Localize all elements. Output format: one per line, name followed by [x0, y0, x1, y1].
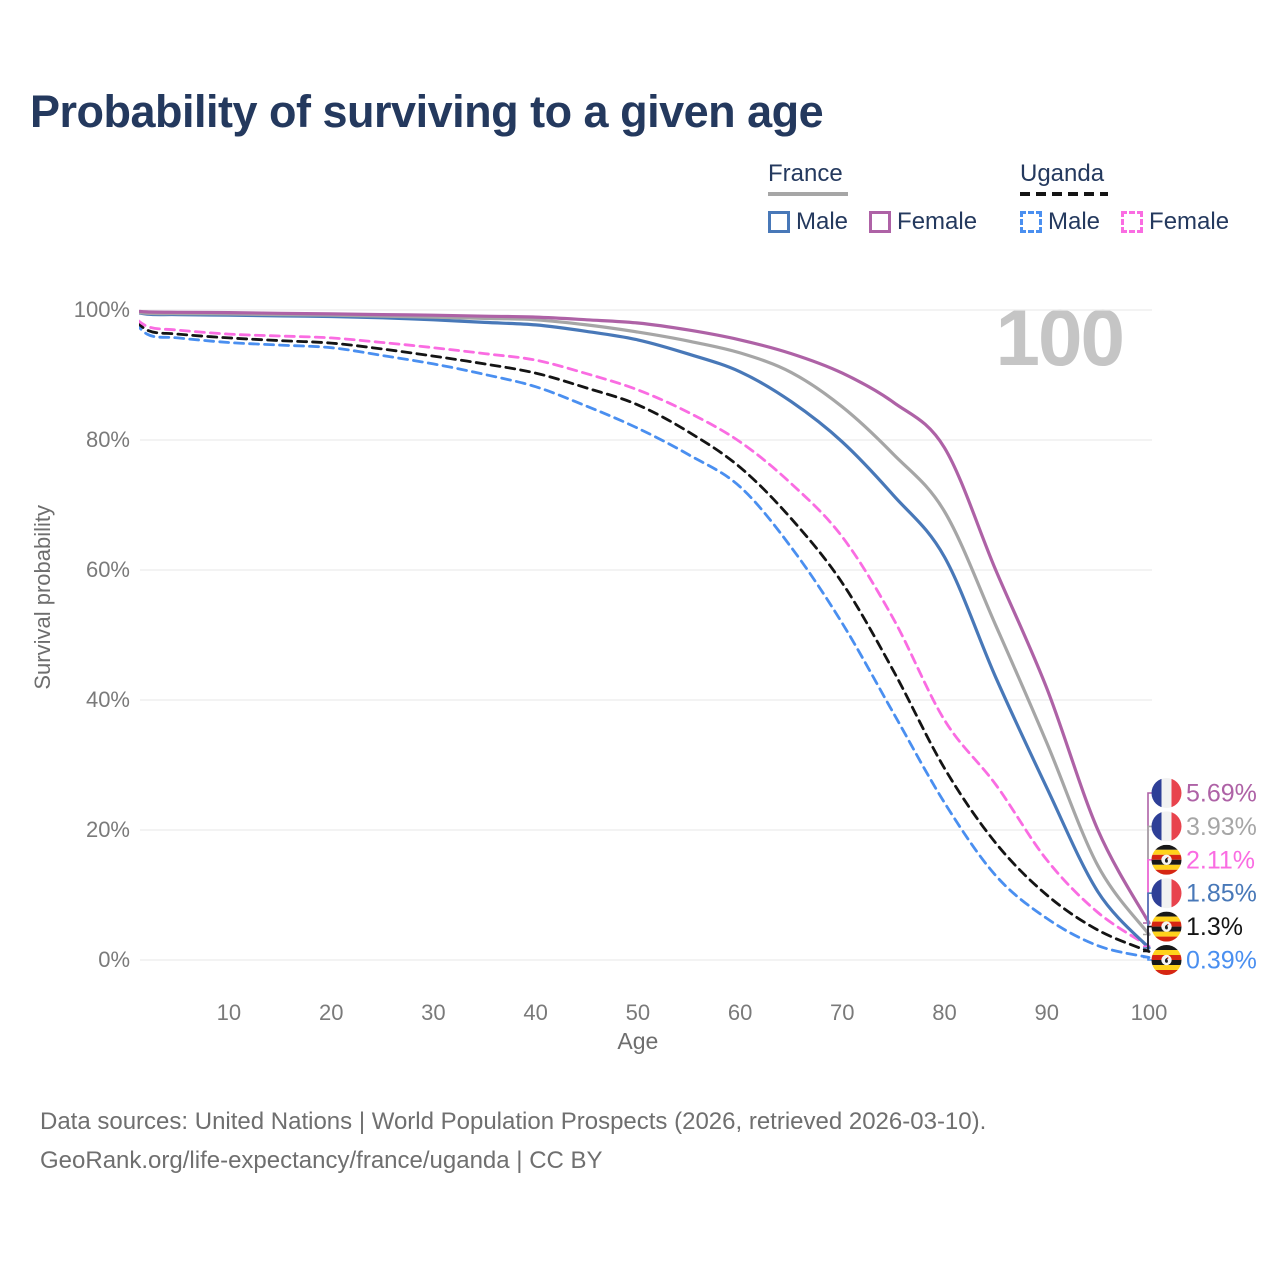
end-label-uganda-male: 0.39%: [1186, 947, 1257, 975]
end-label-uganda-female: 2.11%: [1186, 846, 1255, 874]
france-flag-icon: [1152, 811, 1182, 841]
y-tick-20: 20%: [86, 817, 130, 842]
legend-item-france-female[interactable]: Female: [869, 208, 977, 236]
x-tick-40: 40: [523, 1000, 547, 1025]
curve-uganda-male[interactable]: [127, 310, 1151, 959]
france-line-style-swatch: [768, 192, 848, 196]
hover-age-watermark: 100: [996, 298, 1125, 378]
uganda-line-style-swatch: [1020, 192, 1108, 196]
attribution-line: GeoRank.org/life-expectancy/france/ugand…: [40, 1147, 603, 1174]
data-sources-line: Data sources: United Nations | World Pop…: [40, 1108, 987, 1135]
legend-item-france-male[interactable]: Male: [768, 208, 848, 236]
uganda-flag-icon: [1152, 912, 1182, 942]
legend-item-label: Female: [897, 208, 978, 235]
curves-layer: [127, 309, 1151, 959]
x-tick-100: 100: [1131, 1000, 1168, 1025]
end-label-france-male: 1.85%: [1186, 880, 1257, 908]
end-label-connector-uganda-total: [1143, 925, 1152, 953]
x-tick-90: 90: [1035, 1000, 1059, 1025]
legend-item-label: Male: [796, 208, 849, 235]
y-tick-40: 40%: [86, 687, 130, 712]
x-tick-70: 70: [830, 1000, 854, 1025]
x-axis-title: Age: [617, 1028, 658, 1054]
france-male-swatch-icon: [768, 211, 790, 233]
legend-country-france[interactable]: France: [768, 160, 977, 196]
end-label-connector-uganda-male: [1143, 956, 1152, 961]
x-tick-10: 10: [217, 1000, 241, 1025]
legend-item-label: Female: [1149, 208, 1230, 235]
legend-item-uganda-male[interactable]: Male: [1020, 208, 1100, 236]
footer: Data sources: United Nations | World Pop…: [40, 1102, 986, 1180]
end-label-france-total: 3.93%: [1186, 813, 1257, 841]
france-female-swatch-icon: [869, 211, 892, 233]
curve-uganda-total[interactable]: [127, 310, 1151, 953]
france-flag-icon: [1152, 778, 1182, 808]
x-tick-30: 30: [421, 1000, 445, 1025]
uganda-female-swatch-icon: [1121, 211, 1144, 233]
x-tick-60: 60: [728, 1000, 752, 1025]
y-tick-60: 60%: [86, 557, 130, 582]
uganda-flag-icon: [1152, 945, 1182, 975]
legend-group-france: France Male Female: [768, 160, 977, 236]
france-flag-icon: [1152, 878, 1182, 908]
end-label-connector-france-male: [1143, 892, 1152, 949]
y-tick-0: 0%: [98, 947, 130, 972]
x-tick-20: 20: [319, 1000, 343, 1025]
x-tick-80: 80: [932, 1000, 956, 1025]
legend-country-label: Uganda: [1020, 160, 1105, 187]
page-title: Probability of surviving to a given age: [30, 86, 824, 137]
legend-item-label: Male: [1048, 208, 1101, 235]
legend-country-label: France: [768, 160, 843, 187]
uganda-male-swatch-icon: [1020, 211, 1042, 233]
curve-france-female[interactable]: [127, 309, 1151, 925]
plot-area[interactable]: [140, 290, 1152, 962]
y-tick-80: 80%: [86, 427, 130, 452]
legend-item-uganda-female[interactable]: Female: [1121, 208, 1229, 236]
end-label-uganda-total: 1.3%: [1186, 913, 1243, 941]
uganda-flag-icon: [1152, 845, 1182, 875]
legend-group-uganda: Uganda Male Female: [1020, 160, 1229, 236]
end-label-france-female: 5.69%: [1186, 780, 1257, 808]
legend-country-uganda[interactable]: Uganda: [1020, 160, 1229, 196]
y-tick-100: 100%: [74, 297, 130, 322]
x-tick-50: 50: [626, 1000, 650, 1025]
